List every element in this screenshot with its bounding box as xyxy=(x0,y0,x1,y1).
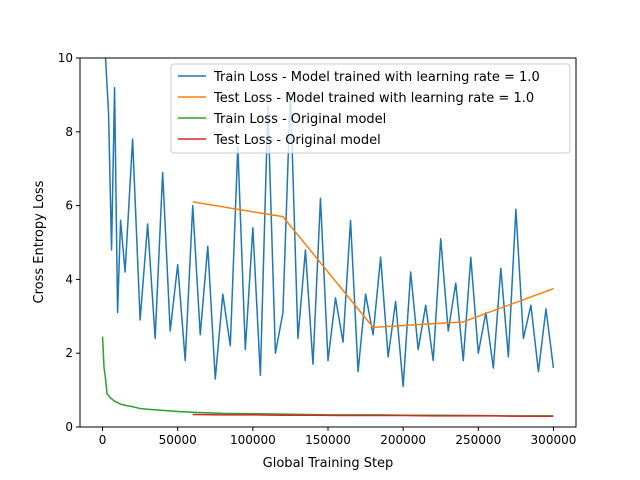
y-tick-label: 0 xyxy=(65,420,73,434)
legend-label-3: Train Loss - Original model xyxy=(213,112,386,127)
legend-box xyxy=(170,63,571,154)
x-tick-label: 50000 xyxy=(159,433,197,447)
x-tick-label: 0 xyxy=(99,433,107,447)
series-line-4 xyxy=(192,413,554,418)
legend-label-4: Test Loss - Original model xyxy=(213,133,381,148)
y-tick-label: 10 xyxy=(58,51,73,65)
x-tick-label: 150000 xyxy=(305,433,351,447)
y-tick-label: 4 xyxy=(65,272,73,286)
x-axis-ticks: 0 50000 100000 150000 200000 250000 300000 xyxy=(99,427,577,447)
y-axis-label: Cross Entropy Loss xyxy=(32,180,47,303)
series-layer xyxy=(101,58,555,418)
x-tick-label: 100000 xyxy=(230,433,276,447)
x-tick-label: 300000 xyxy=(531,433,577,447)
x-tick-label: 200000 xyxy=(380,433,426,447)
y-axis-ticks: 0 2 4 6 8 10 xyxy=(58,51,80,434)
x-axis-label: Global Training Step xyxy=(263,456,394,471)
legend-label-1: Train Loss - Model trained with learning… xyxy=(213,70,540,85)
y-tick-label: 6 xyxy=(65,199,73,213)
x-tick-label: 250000 xyxy=(455,433,501,447)
series-line-1 xyxy=(104,58,555,388)
series-line-2 xyxy=(192,201,554,329)
legend-label-2: Test Loss - Model trained with learning … xyxy=(213,91,534,106)
y-tick-label: 8 xyxy=(65,125,73,139)
y-tick-label: 2 xyxy=(65,346,73,360)
legend: Train Loss - Model trained with learning… xyxy=(170,63,571,154)
